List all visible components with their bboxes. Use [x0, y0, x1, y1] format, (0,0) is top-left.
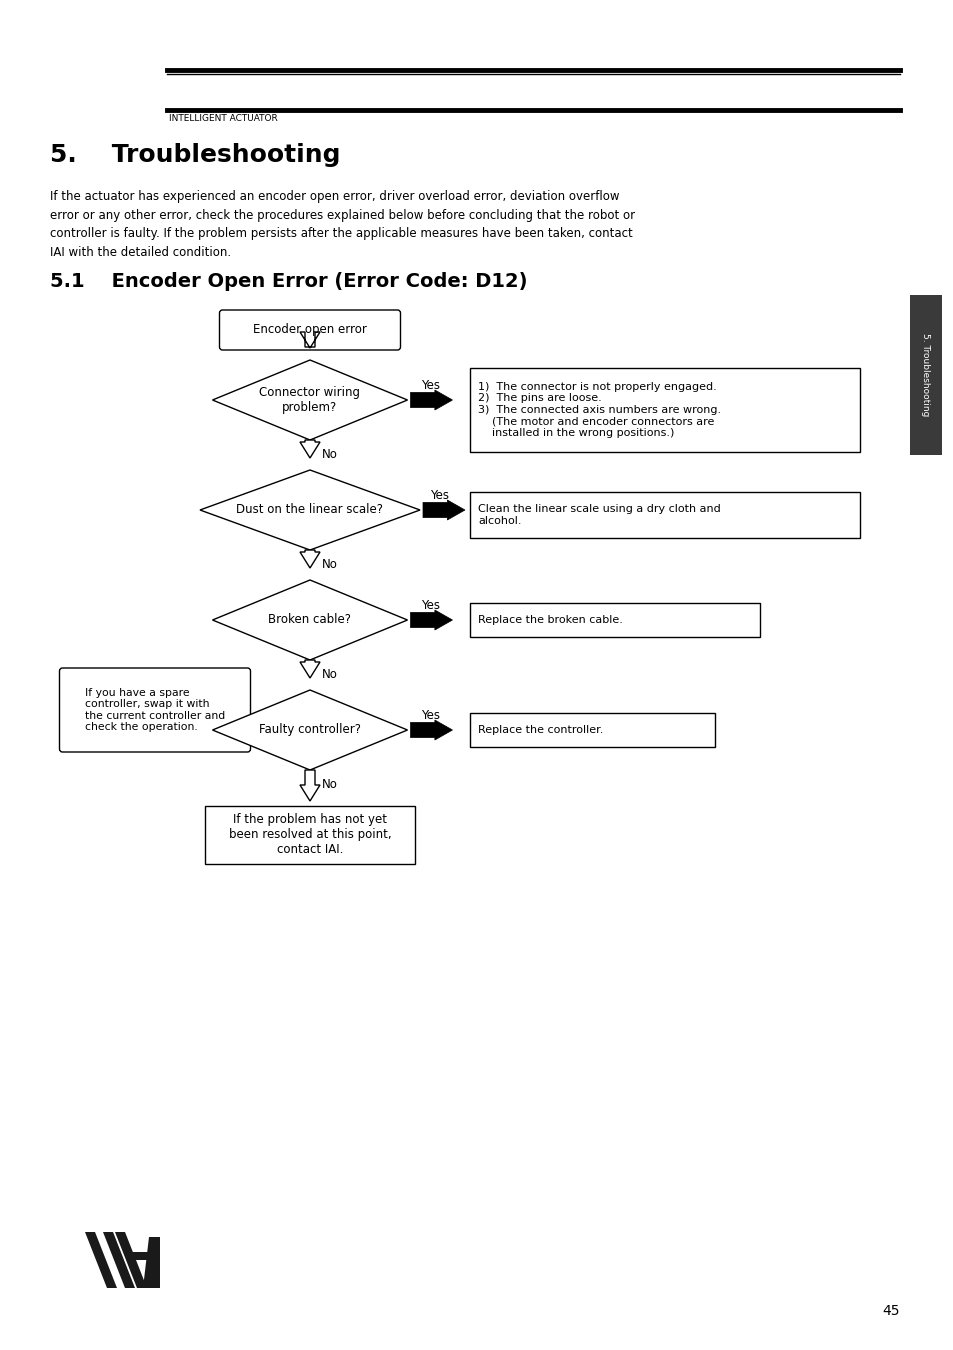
Polygon shape	[299, 769, 319, 801]
Polygon shape	[299, 660, 319, 678]
Text: Replace the controller.: Replace the controller.	[477, 725, 602, 734]
Text: 5.1    Encoder Open Error (Error Code: D12): 5.1 Encoder Open Error (Error Code: D12)	[50, 271, 527, 292]
Text: INTELLIGENT ACTUATOR: INTELLIGENT ACTUATOR	[169, 113, 277, 123]
Text: 5.    Troubleshooting: 5. Troubleshooting	[50, 143, 340, 167]
Polygon shape	[115, 1233, 147, 1288]
Text: Yes: Yes	[421, 709, 440, 722]
Bar	[470, 603, 760, 637]
Text: If the problem has not yet
been resolved at this point,
contact IAI.: If the problem has not yet been resolved…	[229, 814, 391, 856]
Text: No: No	[322, 668, 337, 680]
Polygon shape	[299, 332, 319, 348]
FancyBboxPatch shape	[59, 668, 251, 752]
Text: Faulty controller?: Faulty controller?	[258, 724, 360, 737]
Text: 1)  The connector is not properly engaged.
2)  The pins are loose.
3)  The conne: 1) The connector is not properly engaged…	[477, 382, 720, 439]
Text: No: No	[322, 448, 337, 460]
Text: Yes: Yes	[421, 379, 440, 391]
Text: Replace the broken cable.: Replace the broken cable.	[477, 616, 622, 625]
Polygon shape	[143, 1237, 160, 1288]
Bar	[470, 713, 714, 747]
Text: Yes: Yes	[421, 599, 440, 612]
Polygon shape	[213, 580, 407, 660]
Text: No: No	[322, 778, 337, 791]
Polygon shape	[410, 720, 452, 740]
Bar	[130, 1251, 152, 1260]
Text: No: No	[322, 558, 337, 571]
Text: Encoder open error: Encoder open error	[253, 324, 367, 336]
Bar	[470, 491, 859, 539]
Text: Broken cable?: Broken cable?	[268, 613, 351, 626]
Text: If the actuator has experienced an encoder open error, driver overload error, de: If the actuator has experienced an encod…	[50, 190, 635, 258]
Text: Yes: Yes	[430, 489, 449, 502]
Polygon shape	[422, 500, 464, 520]
Bar	[470, 369, 859, 452]
Polygon shape	[103, 1233, 135, 1288]
Polygon shape	[299, 440, 319, 458]
Polygon shape	[410, 610, 452, 630]
Text: Dust on the linear scale?: Dust on the linear scale?	[236, 504, 383, 517]
Text: If you have a spare
controller, swap it with
the current controller and
check th: If you have a spare controller, swap it …	[85, 687, 225, 733]
Polygon shape	[85, 1233, 117, 1288]
Polygon shape	[299, 549, 319, 568]
Bar	[205, 806, 415, 864]
Bar	[909, 296, 941, 455]
Text: 45: 45	[882, 1304, 899, 1318]
Text: Clean the linear scale using a dry cloth and
alcohol.: Clean the linear scale using a dry cloth…	[477, 504, 720, 525]
FancyBboxPatch shape	[219, 310, 400, 350]
Polygon shape	[213, 360, 407, 440]
Text: 5. Troubleshooting: 5. Troubleshooting	[921, 333, 929, 417]
Polygon shape	[200, 470, 419, 549]
Polygon shape	[213, 690, 407, 770]
Polygon shape	[247, 716, 282, 740]
Text: Connector wiring
problem?: Connector wiring problem?	[259, 386, 360, 414]
Polygon shape	[410, 390, 452, 410]
